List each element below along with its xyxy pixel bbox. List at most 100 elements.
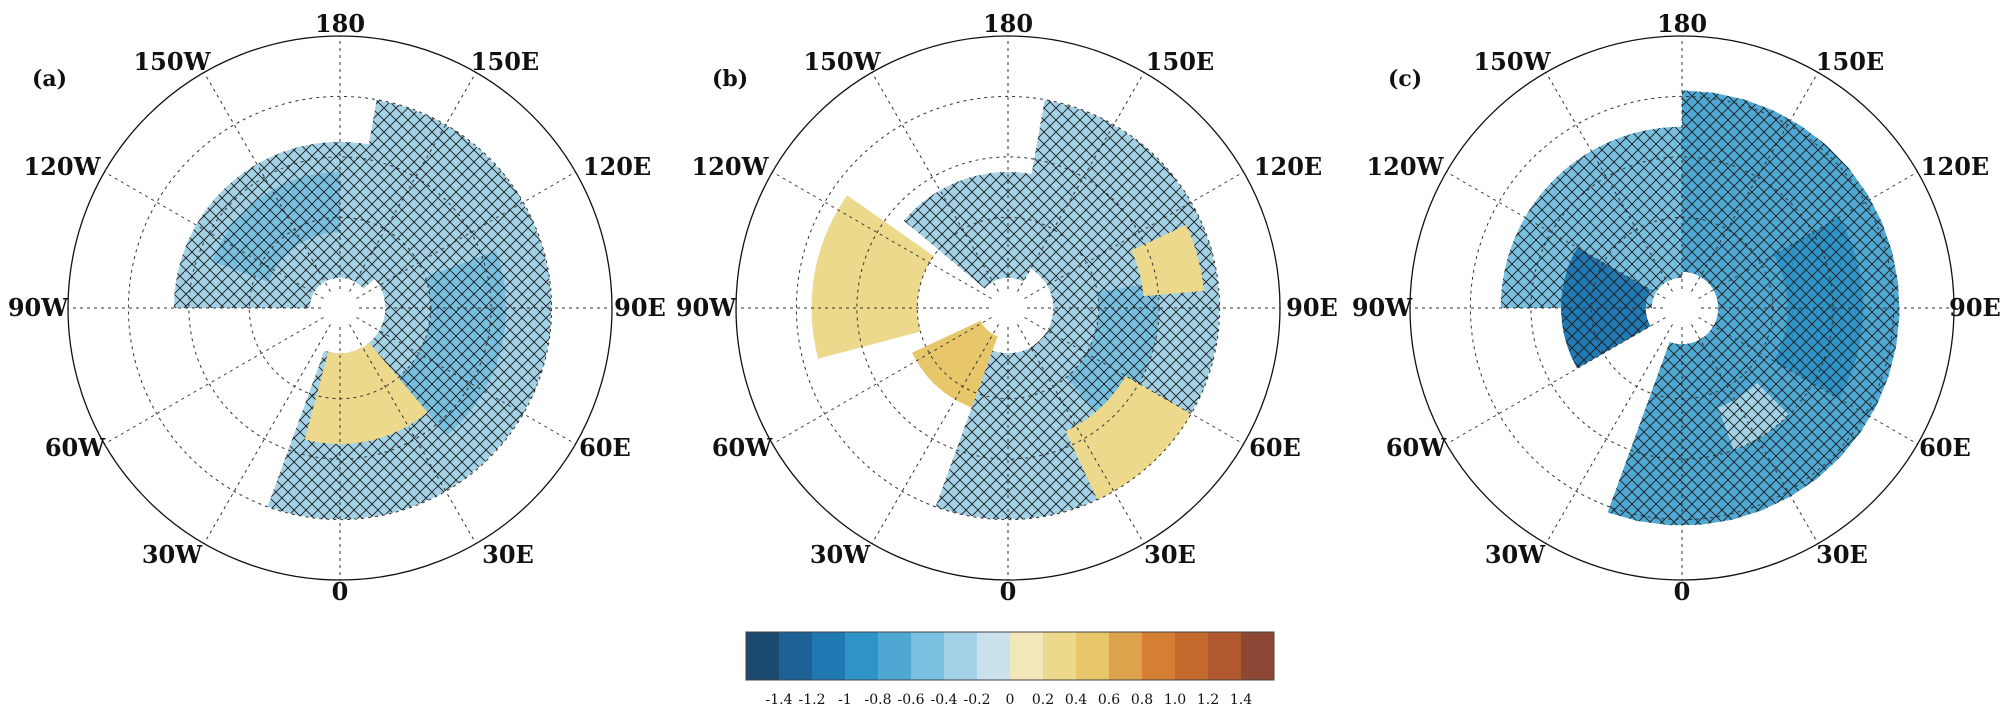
- anomaly-patch: [1065, 376, 1192, 500]
- colorbar-swatches: [745, 631, 1275, 681]
- significance-hatch: [1607, 90, 1900, 526]
- anomaly-patch: [1131, 225, 1204, 297]
- lon-label-150e: 150E: [1816, 47, 1884, 76]
- panel-tag: (a): [32, 66, 67, 92]
- colorbar-tick-label: -1.4: [766, 692, 793, 708]
- panel-tag: (c): [1388, 66, 1422, 92]
- significance-hatch: [1500, 126, 1682, 308]
- anomaly-field: [173, 99, 552, 520]
- lon-label-180: 180: [983, 9, 1033, 38]
- colorbar-swatch: [1109, 632, 1142, 680]
- meridian-line: [104, 317, 324, 445]
- meridian-line: [1691, 72, 1819, 292]
- latitude-circle: [795, 95, 1221, 521]
- latitude-circle: [856, 156, 1160, 460]
- lon-label-0: 0: [1000, 577, 1017, 606]
- anomaly-patch: [912, 320, 998, 408]
- meridian-line: [1446, 317, 1666, 445]
- map-panel-b: (b) 180 150E 120E 90E 60E 30E 0 30W 60W …: [676, 9, 1338, 606]
- lon-label-180: 180: [1657, 9, 1707, 38]
- colorbar-swatch: [779, 632, 812, 680]
- colorbar-tick-label: -1.2: [799, 692, 826, 708]
- colorbar-swatch: [977, 632, 1010, 680]
- lon-label-150w: 150W: [1473, 47, 1551, 76]
- lon-label-0: 0: [332, 577, 349, 606]
- colorbar-tick-label: -0.6: [898, 692, 925, 708]
- lon-label-60e: 60E: [1249, 433, 1301, 462]
- anomaly-field: [1500, 90, 1900, 526]
- colorbar-tick-label: -0.2: [964, 692, 991, 708]
- latitude-circle: [188, 156, 492, 460]
- lon-label-30w: 30W: [810, 540, 871, 569]
- meridian-line: [104, 171, 324, 299]
- colorbar-swatch: [878, 632, 911, 680]
- significance-hatch: [1773, 217, 1864, 399]
- colorbar-swatch: [845, 632, 878, 680]
- meridian-line: [203, 72, 331, 292]
- meridian-line: [203, 324, 331, 544]
- colorbar-swatch: [911, 632, 944, 680]
- meridian-line: [1024, 171, 1244, 299]
- lon-label-60w: 60W: [1386, 433, 1447, 462]
- colorbar-swatch: [1010, 632, 1043, 680]
- meridian-line: [356, 171, 576, 299]
- lon-label-150w: 150W: [803, 47, 881, 76]
- lon-label-90w: 90W: [8, 293, 69, 322]
- anomaly-patch: [811, 195, 934, 359]
- lon-label-120e: 120E: [1921, 152, 1989, 181]
- map-boundary: [67, 35, 613, 581]
- anomaly-field: [811, 99, 1220, 520]
- meridian-line: [1017, 324, 1145, 544]
- significance-hatch: [212, 172, 340, 283]
- lon-label-120e: 120E: [1254, 152, 1322, 181]
- lon-label-90w: 90W: [676, 293, 737, 322]
- colorbar-swatch: [1076, 632, 1109, 680]
- meridian-line: [349, 72, 477, 292]
- lon-label-180: 180: [315, 9, 365, 38]
- colorbar-tick-label: 1.4: [1230, 692, 1252, 708]
- panel-tag: (b): [712, 66, 748, 92]
- colorbar-tick-label: -0.4: [931, 692, 958, 708]
- colorbar-tick-label: 0.6: [1098, 692, 1120, 708]
- lon-label-30e: 30E: [1144, 540, 1196, 569]
- lon-label-60e: 60E: [579, 433, 631, 462]
- colorbar-tick-label: 0.2: [1032, 692, 1054, 708]
- meridian-line: [356, 317, 576, 445]
- lon-label-150w: 150W: [133, 47, 211, 76]
- meridian-line: [1698, 171, 1918, 299]
- lon-label-30w: 30W: [142, 540, 203, 569]
- map-boundary: [735, 35, 1281, 581]
- meridian-line: [772, 317, 992, 445]
- lon-label-120e: 120E: [583, 152, 651, 181]
- colorbar-tick-label: -1: [838, 692, 852, 708]
- colorbar-tick-labels: -1.4 -1.2 -1 -0.8 -0.6 -0.4 -0.2 0 0.2 0.4 0.6 0.8 1…: [766, 692, 1253, 708]
- significance-hatch: [398, 251, 507, 436]
- graticule: [1410, 36, 1954, 580]
- colorbar-tick-label: 1.2: [1197, 692, 1219, 708]
- meridian-line: [871, 72, 999, 292]
- meridian-line: [1545, 72, 1673, 292]
- colorbar-swatch: [1208, 632, 1241, 680]
- lon-label-150e: 150E: [1146, 47, 1214, 76]
- lon-label-30e: 30E: [1816, 540, 1868, 569]
- lon-label-120w: 120W: [1366, 152, 1444, 181]
- map-boundary: [1409, 35, 1955, 581]
- colorbar-swatch: [1142, 632, 1175, 680]
- lon-label-0: 0: [1674, 577, 1691, 606]
- colorbar-swatch: [1175, 632, 1208, 680]
- colorbar-swatch: [812, 632, 845, 680]
- lon-label-30e: 30E: [482, 540, 534, 569]
- anomaly-patch: [304, 342, 428, 444]
- meridian-line: [1446, 171, 1666, 299]
- colorbar: -1.4 -1.2 -1 -0.8 -0.6 -0.4 -0.2 0 0.2 0.4 0.6 0.8 1…: [745, 631, 1275, 708]
- colorbar-tick-label: -0.8: [865, 692, 892, 708]
- colorbar-swatch: [1043, 632, 1076, 680]
- lon-label-60e: 60E: [1919, 433, 1971, 462]
- lon-label-60w: 60W: [45, 433, 106, 462]
- meridian-line: [349, 324, 477, 544]
- colorbar-tick-label: 0.4: [1065, 692, 1087, 708]
- graticule: [736, 36, 1280, 580]
- map-panel-a: (a) 180 150E 120E 90E 60E 30E 0 30W 60W …: [8, 9, 666, 606]
- lon-label-150e: 150E: [471, 47, 539, 76]
